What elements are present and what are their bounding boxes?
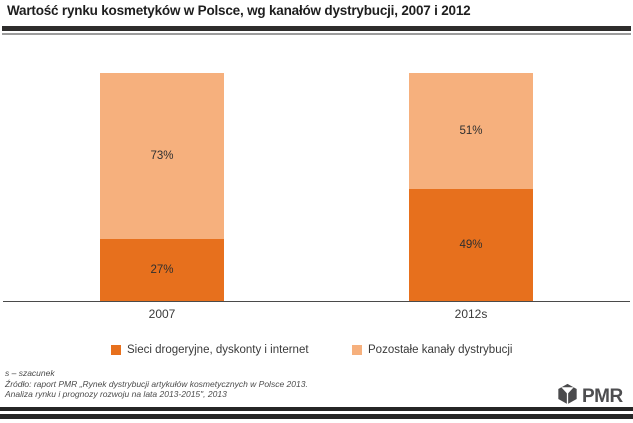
footnotes: s – szacunek Źródło: raport PMR „Rynek d… (5, 368, 308, 400)
page-title: Wartość rynku kosmetyków w Polsce, wg ka… (7, 3, 471, 18)
bar-2007-segment-drugstore-chains: 27% (100, 239, 224, 301)
footer-rule-bottom (0, 414, 633, 419)
footer-rule-top (0, 407, 633, 411)
x-tick-label-2007: 2007 (148, 307, 176, 321)
value-label: 27% (150, 264, 174, 277)
header-rule-dark (2, 26, 631, 31)
footnote-estimate: s – szacunek (5, 368, 55, 378)
legend-item-drugstore-chains: Sieci drogeryjne, dyskonty i internet (111, 344, 309, 356)
pmr-logo: PMR (556, 383, 623, 410)
bar-2012s-segment-drugstore-chains: 49% (409, 189, 533, 301)
bar-2012s-segment-other-channels: 51% (409, 73, 533, 190)
value-label: 49% (459, 239, 483, 252)
footnote-source-line2: Analiza rynku i prognozy rozwoju na lata… (5, 389, 227, 399)
stacked-bar-2007: 73% 27% (100, 73, 224, 301)
footnote-source-line1: Źródło: raport PMR „Rynek dystrybucji ar… (5, 378, 308, 389)
legend-label: Sieci drogeryjne, dyskonty i internet (127, 344, 309, 356)
value-label: 73% (150, 150, 174, 163)
header-rule-gray (2, 33, 631, 35)
legend-swatch-light-orange (352, 345, 362, 355)
pmr-cube-icon (556, 383, 579, 410)
legend-swatch-dark-orange (111, 345, 121, 355)
pmr-logo-text: PMR (582, 385, 623, 407)
legend-label: Pozostałe kanały dystrybucji (368, 344, 513, 356)
x-tick-label-2012s: 2012s (454, 307, 488, 321)
bar-2007-segment-other-channels: 73% (100, 73, 224, 240)
stacked-bar-2012s: 51% 49% (409, 73, 533, 301)
value-label: 51% (459, 125, 483, 138)
legend-item-other-channels: Pozostałe kanały dystrybucji (352, 344, 512, 356)
x-axis-line (3, 301, 630, 302)
